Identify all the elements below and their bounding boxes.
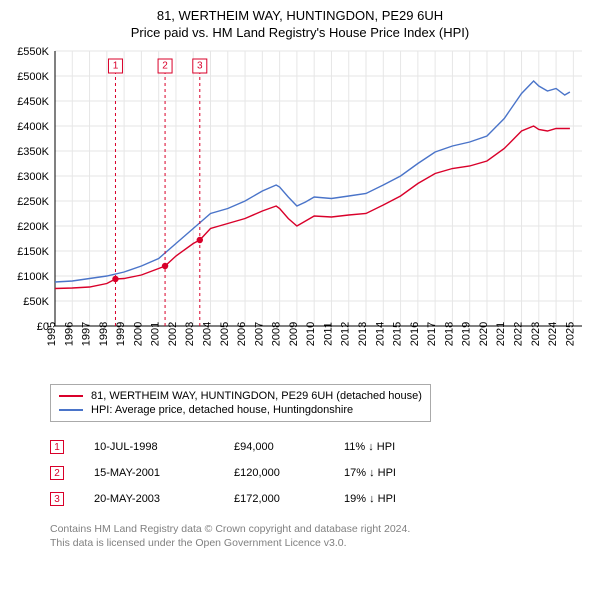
svg-text:£200K: £200K: [17, 221, 49, 233]
legend-swatch: [59, 395, 83, 397]
svg-text:2021: 2021: [495, 322, 507, 346]
chart-svg: £0£50K£100K£150K£200K£250K£300K£350K£400…: [10, 46, 590, 376]
facts-delta: 19% ↓ HPI: [344, 493, 396, 505]
title-block: 81, WERTHEIM WAY, HUNTINGDON, PE29 6UH P…: [10, 8, 590, 40]
svg-text:2003: 2003: [184, 322, 196, 346]
facts-row: 2 15-MAY-2001 £120,000 17% ↓ HPI: [50, 460, 590, 486]
svg-text:1996: 1996: [63, 322, 75, 346]
svg-text:£450K: £450K: [17, 96, 49, 108]
svg-text:3: 3: [197, 61, 203, 72]
legend-row: 81, WERTHEIM WAY, HUNTINGDON, PE29 6UH (…: [59, 389, 422, 403]
svg-text:£250K: £250K: [17, 196, 49, 208]
attribution: Contains HM Land Registry data © Crown c…: [50, 522, 590, 550]
svg-text:2025: 2025: [564, 322, 576, 346]
svg-text:2005: 2005: [219, 322, 231, 346]
attribution-line2: This data is licensed under the Open Gov…: [50, 536, 590, 550]
facts-price: £172,000: [234, 493, 314, 505]
svg-text:2007: 2007: [253, 322, 265, 346]
svg-text:2019: 2019: [461, 322, 473, 346]
svg-text:1995: 1995: [46, 322, 58, 346]
title-line2: Price paid vs. HM Land Registry's House …: [10, 25, 590, 40]
svg-text:2017: 2017: [426, 322, 438, 346]
facts-price: £120,000: [234, 467, 314, 479]
facts-price: £94,000: [234, 441, 314, 453]
chart-container: 81, WERTHEIM WAY, HUNTINGDON, PE29 6UH P…: [0, 0, 600, 562]
facts-row: 1 10-JUL-1998 £94,000 11% ↓ HPI: [50, 434, 590, 460]
svg-text:2006: 2006: [236, 322, 248, 346]
svg-text:2010: 2010: [305, 322, 317, 346]
svg-text:2008: 2008: [271, 322, 283, 346]
svg-text:£150K: £150K: [17, 246, 49, 258]
svg-text:2012: 2012: [340, 322, 352, 346]
svg-text:£550K: £550K: [17, 46, 49, 58]
svg-text:1: 1: [113, 61, 119, 72]
facts-delta: 11% ↓ HPI: [344, 441, 395, 453]
legend-swatch: [59, 409, 83, 411]
facts-date: 15-MAY-2001: [94, 467, 204, 479]
legend-row: HPI: Average price, detached house, Hunt…: [59, 403, 422, 417]
svg-text:2001: 2001: [150, 322, 162, 346]
svg-text:2002: 2002: [167, 322, 179, 346]
facts-date: 20-MAY-2003: [94, 493, 204, 505]
svg-text:2016: 2016: [409, 322, 421, 346]
facts-marker: 1: [50, 440, 64, 454]
facts-marker: 3: [50, 492, 64, 506]
facts-marker: 2: [50, 466, 64, 480]
sales-facts-table: 1 10-JUL-1998 £94,000 11% ↓ HPI 2 15-MAY-2001…: [50, 434, 590, 512]
chart: £0£50K£100K£150K£200K£250K£300K£350K£400…: [10, 46, 590, 376]
svg-text:2024: 2024: [547, 322, 559, 346]
svg-text:2000: 2000: [132, 322, 144, 346]
svg-text:£300K: £300K: [17, 171, 49, 183]
facts-date: 10-JUL-1998: [94, 441, 204, 453]
svg-text:2023: 2023: [530, 322, 542, 346]
legend: 81, WERTHEIM WAY, HUNTINGDON, PE29 6UH (…: [50, 384, 431, 422]
facts-row: 3 20-MAY-2003 £172,000 19% ↓ HPI: [50, 486, 590, 512]
title-line1: 81, WERTHEIM WAY, HUNTINGDON, PE29 6UH: [10, 8, 590, 23]
svg-text:2009: 2009: [288, 322, 300, 346]
svg-text:2015: 2015: [392, 322, 404, 346]
svg-text:£350K: £350K: [17, 146, 49, 158]
svg-text:2022: 2022: [513, 322, 525, 346]
svg-text:1997: 1997: [81, 322, 93, 346]
svg-text:2: 2: [162, 61, 168, 72]
legend-label: 81, WERTHEIM WAY, HUNTINGDON, PE29 6UH (…: [91, 390, 422, 402]
attribution-line1: Contains HM Land Registry data © Crown c…: [50, 522, 590, 536]
svg-text:£100K: £100K: [17, 271, 49, 283]
legend-label: HPI: Average price, detached house, Hunt…: [91, 404, 353, 416]
svg-text:£400K: £400K: [17, 121, 49, 133]
svg-text:1999: 1999: [115, 322, 127, 346]
facts-delta: 17% ↓ HPI: [344, 467, 396, 479]
svg-text:2004: 2004: [202, 322, 214, 346]
svg-text:2014: 2014: [374, 322, 386, 346]
svg-text:2018: 2018: [443, 322, 455, 346]
svg-text:2013: 2013: [357, 322, 369, 346]
svg-text:£50K: £50K: [23, 296, 49, 308]
svg-text:£500K: £500K: [17, 71, 49, 83]
svg-text:2020: 2020: [478, 322, 490, 346]
svg-text:1998: 1998: [98, 322, 110, 346]
